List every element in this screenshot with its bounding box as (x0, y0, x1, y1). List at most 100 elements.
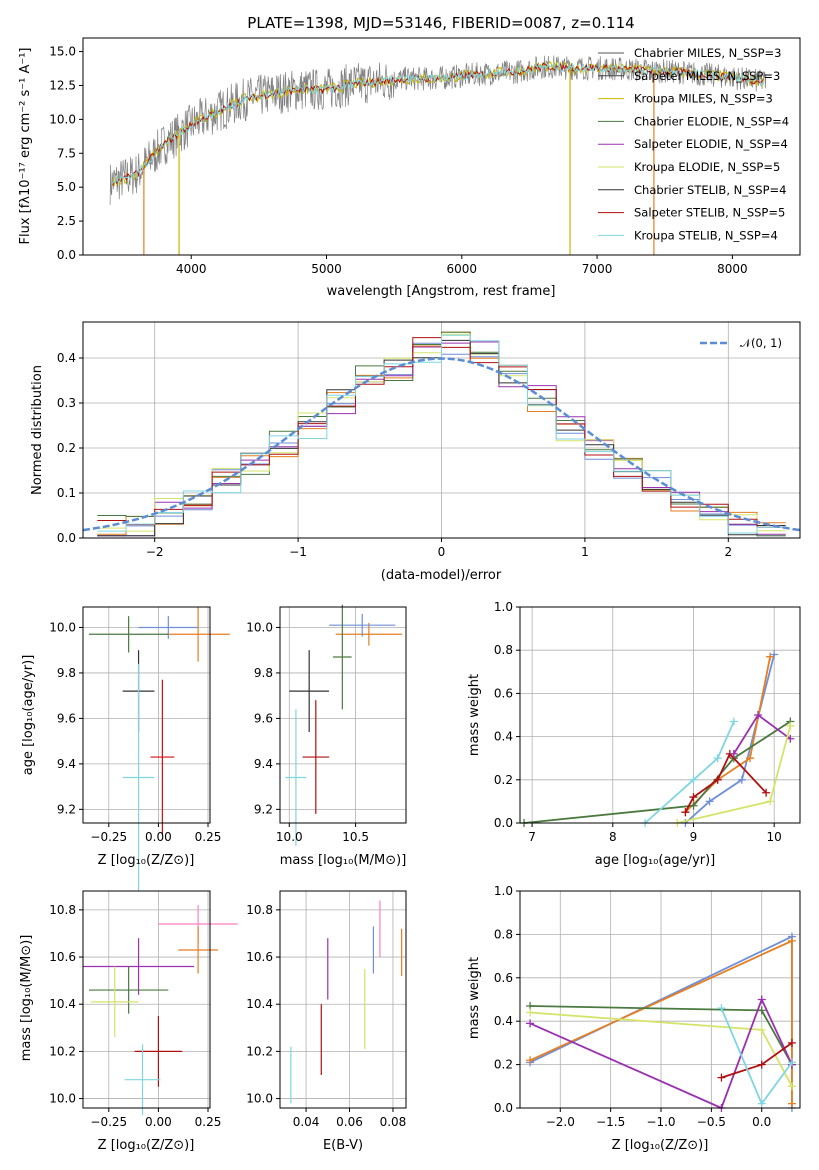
mass_vs_ebv-ytick-label-0: 10.0 (246, 1092, 273, 1106)
figure-title: PLATE=1398, MJD=53146, FIBERID=0087, z=0… (247, 14, 634, 32)
histogram-plot (82, 331, 801, 537)
mass-z-xlabel: Z [log₁₀(Z/Z⊙)] (98, 1138, 195, 1153)
histogram-x-ticks: −2 −1 0 1 2 (146, 538, 732, 559)
spectrum-ytick-label-3: 7.5 (57, 146, 76, 160)
hist-xtick-label-4: 2 (724, 545, 732, 559)
age_vs_Z-xtick-label-2: 0.25 (195, 830, 222, 844)
mw_vs_age-ytick-label-0: 0.0 (494, 816, 513, 830)
mw_vs_Z-series-5 (721, 1042, 793, 1079)
mw_vs_Z-ytick-label-0: 0.0 (494, 1101, 513, 1115)
mw_vs_Z-frame (519, 890, 801, 1109)
mw_vs_age-xtick-label-2: 9 (690, 830, 698, 844)
mass_vs_Z-ytick-label-4: 10.8 (49, 903, 76, 917)
hist-ytick-label-4: 0.4 (57, 351, 76, 365)
age_vs_Z-frame (82, 606, 211, 824)
histogram-xlabel: (data-model)/error (381, 568, 502, 583)
mw_vs_age-xtick-label-1: 8 (609, 830, 617, 844)
mw_vs_Z-xtick-label-4: 0.0 (752, 1115, 771, 1129)
mw_vs_age-marker-4-3 (729, 717, 738, 726)
mw-z-ylabel: mass weight (467, 957, 482, 1039)
spectrum-panel: 4000 5000 6000 7000 8000 0.0 2.5 5.0 7.5 10.0 12.… (18, 37, 801, 299)
mw_vs_age-marker-6-1 (766, 797, 775, 806)
mw_vs_Z-xtick-label-0: −2.0 (546, 1115, 575, 1129)
mw_vs_age-marker-1-3 (766, 652, 775, 661)
mw-age-xlabel: age [log₁₀(age/yr)] (595, 853, 716, 868)
legend-label-2: Kroupa MILES, N_SSP=3 (634, 92, 773, 106)
hist-ytick-label-3: 0.3 (57, 396, 76, 410)
spectrum-y-ticks: 0.0 2.5 5.0 7.5 10.0 12.5 15.0 (49, 45, 83, 262)
mass-vs-extinction-panel: 0.04 0.06 0.08 10.0 10.2 10.4 10.6 10.8 (246, 890, 407, 1129)
model-spectrum-2 (112, 61, 764, 184)
spectrum-xtick-label-4: 8000 (717, 262, 748, 276)
mw_vs_Z-marker-5-2 (787, 1038, 796, 1047)
mass_vs_ebv-ytick-label-3: 10.6 (246, 950, 273, 964)
mw_vs_Z-xtick-label-2: −1.0 (646, 1115, 675, 1129)
legend-label-6: Chabrier STELIB, N_SSP=4 (634, 183, 786, 197)
age_vs_mass-xtick-label-0: 10.0 (276, 830, 303, 844)
age-vs-metallicity-panel: −0.25 0.00 0.25 9.2 9.4 9.6 9.8 10.0 (49, 606, 230, 892)
mw_vs_Z-marker-4-0 (526, 1019, 535, 1028)
mw_vs_Z-marker-5-0 (717, 1073, 726, 1082)
age_vs_mass-ytick-label-2: 9.6 (254, 711, 273, 725)
mw_vs_Z-marker-5-1 (757, 1060, 766, 1069)
legend-label-7: Salpeter STELIB, N_SSP=5 (634, 206, 785, 220)
age-vs-mass-panel: 10.0 10.5 9.2 9.4 9.6 9.8 10.0 (246, 604, 407, 846)
mw-z-xlabel: Z [log₁₀(Z/Z⊙)] (612, 1138, 709, 1153)
mass_vs_Z-frame (82, 890, 211, 1109)
age_vs_Z-xtick-label-1: 0.00 (145, 830, 172, 844)
mw_vs_age-marker-3-4 (762, 788, 771, 797)
mass_vs_ebv-frame (279, 890, 407, 1109)
mass_vs_Z-xtick-label-2: 0.25 (195, 1115, 222, 1129)
mw_vs_age-marker-5-0 (729, 749, 738, 758)
mass-z-ylabel: mass [log₁₀(M/M⊙)] (19, 935, 34, 1062)
age-z-ylabel: age [log₁₀(age/yr)] (21, 655, 36, 776)
age-z-xlabel: Z [log₁₀(Z/Z⊙)] (98, 853, 195, 868)
histogram-legend-label: 𝒩(0, 1) (740, 336, 782, 350)
mw_vs_age-ytick-label-5: 1.0 (494, 600, 513, 614)
mw_vs_age-series-4 (644, 721, 735, 824)
mw_vs_Z-ytick-label-3: 0.6 (494, 971, 513, 985)
mass_vs_ebv-xtick-label-0: 0.04 (293, 1115, 320, 1129)
spectrum-ytick-label-6: 15.0 (49, 45, 76, 59)
mw_vs_Z-marker-4-2 (757, 995, 766, 1004)
age-mass-xlabel: mass [log₁₀(M/M⊙)] (280, 853, 407, 868)
mass_vs_ebv-xtick-label-1: 0.06 (336, 1115, 363, 1129)
gaussian-model-curve (82, 357, 801, 532)
mass-vs-metallicity-panel: −0.25 0.00 0.25 10.0 10.2 10.4 10.6 10.8 (49, 890, 238, 1129)
mw_vs_age-marker-4-2 (713, 754, 722, 763)
mw_vs_Z-xtick-label-1: −1.5 (596, 1115, 625, 1129)
spectrum-plot (109, 55, 767, 255)
mw_vs_age-series-3 (684, 752, 767, 813)
mw_vs_age-marker-2-1 (689, 801, 698, 810)
spectrum-x-ticks: 4000 5000 6000 7000 8000 (176, 255, 748, 276)
mass_vs_ebv-ytick-label-4: 10.8 (246, 903, 273, 917)
spectrum-xtick-label-3: 7000 (582, 262, 613, 276)
spectrum-xlabel: wavelength [Angstrom, rest frame] (327, 284, 556, 299)
mw_vs_Z-series-6 (720, 1007, 793, 1106)
mw_vs_Z-ytick-label-5: 1.0 (494, 884, 513, 898)
mw_vs_age-series-5 (733, 713, 791, 755)
age_vs_Z-ytick-label-0: 9.2 (57, 802, 76, 816)
mw_vs_Z-ytick-label-1: 0.2 (494, 1058, 513, 1072)
mw_vs_age-marker-3-2 (713, 775, 722, 784)
spectrum-ytick-label-2: 5.0 (57, 180, 76, 194)
legend-label-8: Kroupa STELIB, N_SSP=4 (634, 228, 778, 242)
mw_vs_Z-ytick-label-2: 0.4 (494, 1014, 513, 1028)
mw_vs_age-marker-5-1 (754, 711, 763, 719)
mw_vs_age-marker-4-1 (689, 775, 698, 784)
age_vs_Z-ytick-label-4: 10.0 (49, 620, 76, 634)
massweight-vs-metallicity-panel: −2.0 −1.5 −1.0 −0.5 0.0 0.0 0.2 0.4 0.6 0.8 1.0 (494, 884, 801, 1129)
hist-step-7 (97, 334, 786, 534)
age_vs_mass-ytick-label-1: 9.4 (254, 757, 273, 771)
mw_vs_Z-marker-1-0 (526, 1056, 535, 1065)
mw_vs_age-series-6 (677, 725, 792, 824)
age_vs_Z-xtick-label-0: −0.25 (90, 830, 127, 844)
mw_vs_Z-marker-3-1 (757, 1025, 766, 1034)
spectrum-ytick-label-4: 10.0 (49, 112, 76, 126)
hist-xtick-label-2: 0 (438, 545, 446, 559)
age_vs_Z-ytick-label-2: 9.6 (57, 711, 76, 725)
mw_vs_age-marker-3-1 (689, 793, 698, 802)
mw_vs_age-frame (519, 606, 801, 824)
mw_vs_Z-marker-6-1 (757, 1099, 766, 1108)
